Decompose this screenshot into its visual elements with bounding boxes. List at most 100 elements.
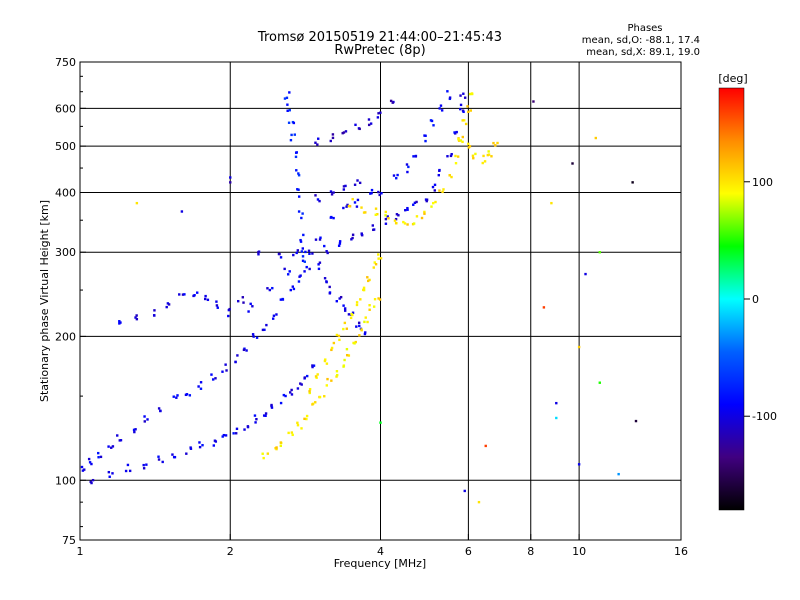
data-point [97, 456, 100, 459]
data-point [598, 381, 601, 384]
data-point [107, 470, 111, 474]
data-point [287, 431, 290, 435]
data-point [330, 348, 333, 352]
data-point [342, 365, 345, 368]
phases-heading: Phases [627, 23, 662, 34]
data-point [450, 175, 453, 179]
chart-subtitle: RwPretec (8p) [334, 43, 425, 58]
data-point [412, 155, 415, 158]
data-point [283, 267, 286, 271]
data-point [292, 121, 296, 125]
x-tick-label: 16 [674, 545, 688, 558]
data-point [342, 304, 345, 307]
data-point [481, 161, 484, 165]
data-point [185, 452, 188, 455]
data-point [299, 240, 303, 243]
data-point [353, 342, 356, 345]
data-point [305, 374, 309, 378]
data-point [249, 302, 252, 306]
data-point [462, 92, 465, 95]
data-point [332, 216, 335, 220]
data-point [397, 214, 400, 217]
data-point [299, 238, 302, 242]
data-point [201, 443, 204, 447]
data-point [542, 306, 546, 309]
data-point [247, 310, 250, 313]
data-point [161, 460, 164, 464]
data-point [296, 421, 299, 425]
data-point [584, 272, 587, 276]
data-point [384, 214, 387, 217]
data-point [204, 294, 207, 298]
data-point [555, 416, 558, 420]
data-point [335, 370, 339, 373]
data-point [446, 90, 449, 93]
data-point [301, 255, 305, 258]
data-point [448, 96, 452, 99]
data-point [446, 155, 449, 158]
data-points [80, 90, 638, 504]
data-point [303, 260, 307, 263]
data-point [420, 216, 424, 220]
data-point [297, 174, 301, 177]
data-point [369, 122, 373, 125]
data-point [302, 233, 305, 237]
data-point [172, 395, 175, 398]
data-point [203, 297, 207, 301]
data-point [90, 481, 93, 485]
data-point [370, 191, 373, 195]
data-point [459, 107, 462, 111]
data-point [308, 391, 311, 395]
data-point [175, 396, 178, 399]
data-point [359, 298, 362, 301]
data-point [356, 198, 360, 202]
data-point [380, 192, 383, 195]
data-point [111, 472, 114, 475]
data-point [284, 394, 287, 398]
data-point [307, 249, 311, 252]
data-point [111, 445, 115, 448]
data-point [325, 250, 328, 253]
data-point [264, 412, 268, 415]
data-point [360, 206, 363, 209]
data-point [330, 193, 334, 196]
data-point [423, 134, 426, 137]
data-point [270, 403, 273, 407]
data-point [571, 162, 574, 165]
data-point [338, 338, 341, 342]
phases-x-line: mean, sd,X: 89.1, 19.0 [586, 47, 700, 58]
data-point [363, 320, 366, 324]
data-point [301, 259, 305, 263]
data-point [318, 395, 322, 399]
data-point [328, 285, 331, 289]
data-point [108, 475, 111, 478]
data-point [288, 91, 291, 94]
data-point [395, 177, 398, 180]
data-point [372, 305, 376, 308]
data-point [430, 205, 433, 208]
data-point [215, 300, 218, 303]
data-point [275, 447, 278, 451]
data-point [279, 444, 282, 448]
data-point [198, 445, 202, 449]
data-point [305, 414, 309, 418]
data-point [305, 265, 308, 269]
colorbar-ticks: 100 0 -100 [744, 176, 777, 423]
data-point [329, 190, 333, 193]
data-point [370, 188, 374, 192]
data-point [119, 439, 123, 442]
data-point [598, 251, 601, 254]
data-point [373, 261, 376, 264]
data-point [353, 183, 357, 186]
data-point [245, 349, 248, 352]
data-point [290, 431, 294, 434]
data-point [349, 316, 353, 320]
data-point [338, 240, 342, 243]
data-point [379, 257, 383, 260]
data-point [368, 303, 371, 307]
data-point [173, 455, 177, 459]
data-point [358, 324, 361, 328]
data-point [227, 314, 230, 318]
y-tick-label: 400 [55, 186, 76, 199]
data-point [300, 427, 303, 430]
